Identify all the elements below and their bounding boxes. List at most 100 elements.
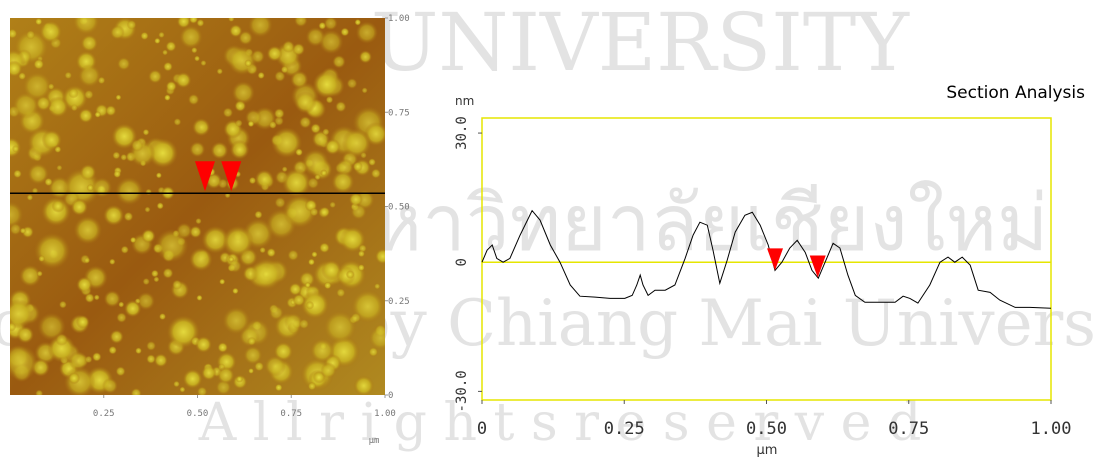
grain	[347, 78, 358, 89]
grain	[26, 30, 35, 39]
grain	[324, 311, 357, 344]
grain	[71, 198, 88, 215]
grain	[201, 365, 216, 380]
grain	[308, 382, 317, 391]
x-tick-label: 0.75	[280, 409, 302, 419]
grain	[259, 247, 266, 254]
grain	[282, 166, 288, 172]
grain	[217, 68, 223, 74]
grain	[127, 20, 137, 30]
grain	[264, 355, 285, 376]
grain	[55, 333, 68, 346]
grain	[299, 319, 310, 330]
x-axis-label: µm	[369, 436, 380, 446]
grain	[310, 338, 334, 362]
grain	[217, 367, 235, 385]
grain	[164, 94, 171, 101]
grain	[235, 119, 243, 127]
grain	[38, 255, 45, 262]
grain	[143, 278, 150, 285]
x-tick-label: 0	[477, 419, 487, 439]
grain	[189, 248, 212, 271]
grain	[108, 346, 117, 355]
grain	[342, 128, 372, 158]
grain	[308, 258, 315, 265]
x-tick-label: 0.25	[604, 419, 645, 439]
grain	[92, 352, 102, 362]
grain	[146, 354, 156, 364]
grain	[148, 69, 162, 83]
x-tick-label: 0.50	[187, 409, 209, 419]
grain	[248, 120, 255, 127]
grain	[144, 207, 150, 213]
grain	[59, 301, 67, 309]
y-tick-label: 30.0	[454, 116, 470, 150]
grain	[104, 290, 121, 307]
grain	[332, 55, 345, 68]
grain	[84, 257, 90, 263]
grain	[81, 35, 98, 52]
grain	[371, 168, 381, 178]
grain	[124, 212, 134, 222]
grain	[289, 283, 302, 296]
watermark-text: UNIVERSITY	[371, 0, 910, 89]
grain	[157, 202, 164, 209]
grain	[294, 91, 316, 113]
grain	[360, 152, 367, 159]
grain	[163, 62, 173, 72]
grain	[362, 87, 368, 93]
grain	[173, 381, 180, 388]
grain	[154, 38, 160, 44]
grain	[179, 25, 203, 49]
grain	[359, 50, 372, 63]
grain	[44, 178, 53, 187]
grain	[335, 101, 346, 112]
x-axis-label: µm	[757, 443, 778, 458]
grain	[175, 72, 191, 88]
grain	[166, 81, 177, 92]
grain	[305, 282, 311, 288]
grain	[192, 118, 210, 136]
grain	[37, 271, 43, 277]
grain	[74, 216, 103, 245]
grain	[244, 59, 252, 67]
grain	[48, 83, 55, 90]
grain	[353, 161, 363, 171]
grain	[294, 14, 308, 28]
grain	[243, 346, 262, 365]
grain	[35, 18, 43, 26]
grain	[39, 20, 62, 43]
grain	[76, 277, 92, 293]
grain	[196, 19, 204, 27]
grain	[356, 21, 378, 43]
grain	[358, 264, 365, 271]
grain	[92, 177, 112, 197]
grain	[229, 24, 242, 37]
grain	[301, 290, 330, 319]
grain	[154, 353, 168, 367]
grain	[146, 341, 156, 351]
grain	[172, 280, 182, 290]
grain	[292, 43, 305, 56]
grain	[110, 25, 125, 40]
y-tick-label: 1.00	[388, 14, 410, 24]
grain	[42, 130, 62, 150]
grain	[12, 145, 19, 152]
grain	[76, 315, 90, 329]
grain	[290, 71, 308, 89]
grain	[103, 205, 124, 226]
grain	[156, 172, 162, 178]
grain	[105, 105, 116, 116]
grain	[295, 148, 303, 156]
grain	[13, 169, 22, 178]
grain	[135, 347, 142, 354]
grain	[145, 189, 152, 196]
grain	[130, 237, 136, 243]
y-tick-label: 0	[454, 258, 470, 266]
grain	[6, 60, 23, 77]
grain	[368, 158, 376, 166]
y-axis-label: nm	[455, 94, 474, 108]
grain	[232, 81, 255, 104]
watermark-text: A l l r i g h t s r e s e r v e d	[198, 393, 922, 453]
grain	[194, 55, 200, 61]
